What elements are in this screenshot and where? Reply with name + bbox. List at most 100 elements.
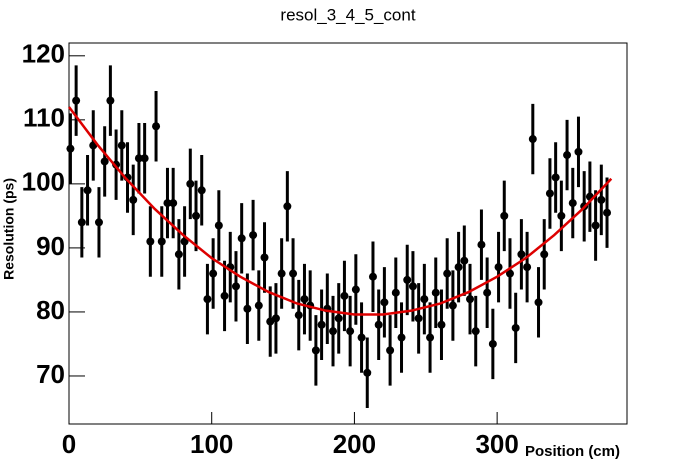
data-point — [380, 298, 389, 307]
data-point — [106, 96, 115, 105]
data-point — [129, 195, 138, 204]
data-point — [363, 368, 372, 377]
data-point — [437, 320, 446, 329]
data-point — [300, 295, 309, 304]
data-point — [329, 327, 338, 336]
data-point — [340, 291, 349, 300]
data-point — [420, 295, 429, 304]
x-axis-title: Position (cm) — [525, 443, 620, 460]
x-tick-label: 0 — [62, 429, 76, 459]
data-point — [591, 221, 600, 230]
data-point — [260, 253, 269, 262]
y-tick-label: 80 — [36, 295, 65, 325]
data-point — [374, 320, 383, 329]
data-point — [100, 157, 109, 166]
data-point — [117, 141, 126, 150]
data-point — [568, 199, 577, 208]
data-point — [94, 218, 103, 227]
data-point — [391, 288, 400, 297]
y-tick-label: 100 — [22, 167, 65, 197]
data-point — [603, 208, 612, 217]
data-point — [271, 314, 280, 323]
data-point — [431, 288, 440, 297]
data-point — [180, 237, 189, 246]
data-point — [203, 295, 212, 304]
data-point — [563, 151, 572, 160]
data-point — [277, 269, 286, 278]
data-point — [209, 269, 218, 278]
y-tick-label: 110 — [23, 103, 65, 133]
plot-frame — [68, 42, 628, 425]
data-point — [66, 144, 75, 153]
data-point — [471, 327, 480, 336]
data-point — [386, 346, 395, 355]
data-point — [174, 250, 183, 259]
data-point — [157, 237, 166, 246]
data-point — [505, 269, 514, 278]
data-point — [414, 314, 423, 323]
data-point — [357, 333, 366, 342]
x-tick-label: 200 — [333, 429, 376, 459]
data-point — [169, 199, 178, 208]
data-point — [534, 298, 543, 307]
data-point — [540, 250, 549, 259]
y-tick-label: 90 — [36, 231, 65, 261]
data-point — [72, 96, 81, 105]
data-point — [220, 291, 229, 300]
x-tick-label: 100 — [190, 429, 233, 459]
data-point — [466, 295, 475, 304]
data-point — [351, 285, 360, 294]
data-point — [523, 263, 532, 272]
data-point — [460, 256, 469, 265]
data-point — [152, 122, 161, 131]
data-point — [334, 314, 343, 323]
data-point — [317, 320, 326, 329]
data-point — [237, 234, 246, 243]
data-point — [77, 218, 86, 227]
y-axis-title: Resolution (ps) — [1, 178, 17, 280]
data-point — [511, 323, 520, 332]
data-point — [488, 339, 497, 348]
data-point — [192, 211, 201, 220]
data-point — [448, 301, 457, 310]
data-point — [283, 202, 292, 211]
data-point — [443, 269, 452, 278]
data-point — [249, 231, 258, 240]
data-point — [214, 221, 223, 230]
data-point — [311, 346, 320, 355]
data-point — [346, 327, 355, 336]
y-tick-label: 70 — [36, 359, 65, 389]
x-tick-label: 300 — [475, 429, 518, 459]
data-point — [494, 263, 503, 272]
data-point — [289, 269, 298, 278]
data-point — [146, 237, 155, 246]
data-point — [254, 301, 263, 310]
data-point — [403, 275, 412, 284]
data-point — [231, 282, 240, 291]
data-point — [454, 263, 463, 272]
y-tick-label: 120 — [22, 39, 65, 69]
data-point — [397, 333, 406, 342]
fit-line — [68, 106, 613, 316]
data-point — [483, 288, 492, 297]
data-point — [574, 147, 583, 156]
data-point — [597, 195, 606, 204]
data-point — [243, 304, 252, 313]
data-point — [197, 186, 206, 195]
data-point — [551, 173, 560, 182]
data-point — [477, 240, 486, 249]
data-point — [426, 333, 435, 342]
data-point — [163, 199, 172, 208]
data-point — [368, 272, 377, 281]
data-point — [517, 250, 526, 259]
data-point — [528, 135, 537, 144]
data-point — [500, 211, 509, 220]
chart-title: resol_3_4_5_cont — [280, 5, 415, 24]
data-point — [134, 154, 143, 163]
data-point — [186, 179, 195, 188]
data-point — [294, 311, 303, 320]
data-point — [545, 189, 554, 198]
data-point — [140, 154, 149, 163]
data-point — [557, 211, 566, 220]
